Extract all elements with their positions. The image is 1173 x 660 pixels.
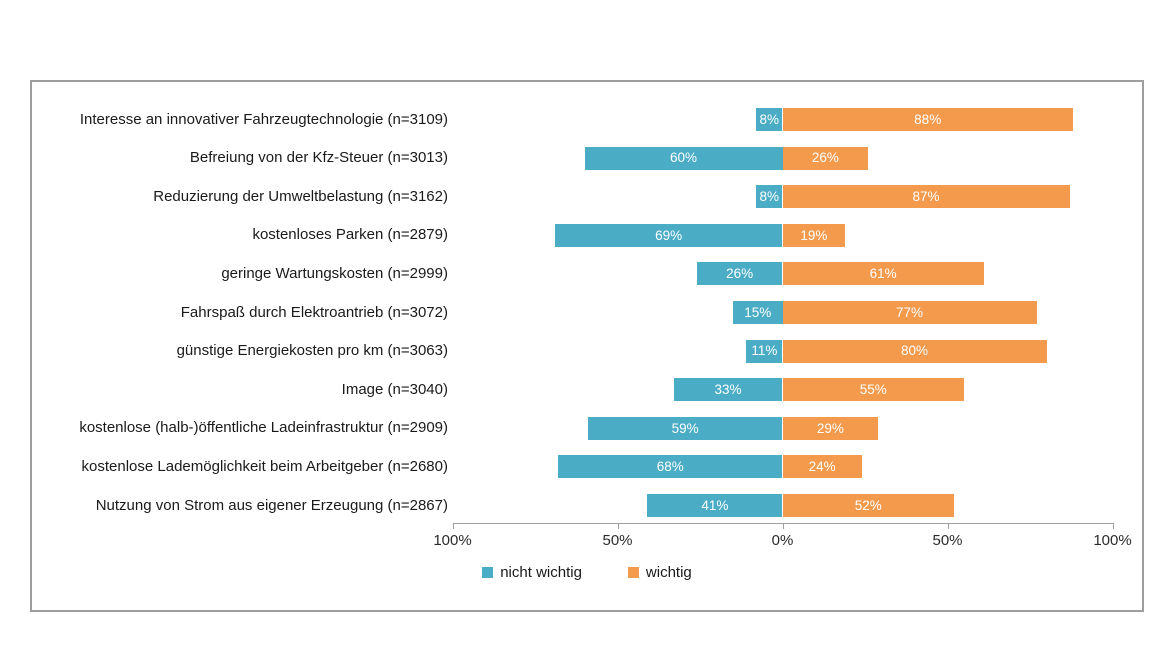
category-label: Interesse an innovativer Fahrzeugtechnol… (79, 110, 448, 128)
bar-value-label: 80% (900, 343, 929, 359)
bar-segment-wichtig: 24% (782, 455, 862, 479)
bar-segment-wichtig: 61% (782, 262, 984, 286)
bar-value-label: 29% (816, 420, 844, 436)
bar-segment-wichtig: 80% (782, 339, 1047, 363)
category-label: günstige Energiekosten pro km (n=3063) (176, 342, 448, 360)
x-axis-tick (947, 523, 949, 529)
legend-swatch-icon (482, 567, 494, 578)
bar-segment-wichtig: 29% (782, 416, 879, 440)
bar-value-label: 68% (656, 459, 684, 475)
bar-value-label: 41% (701, 497, 729, 513)
x-axis-tick-label: 100% (433, 532, 472, 549)
bar-value-label: 60% (669, 150, 698, 166)
category-label: kostenlose (halb-)öffentliche Ladeinfras… (79, 419, 448, 437)
bar-segment-wichtig: 88% (782, 108, 1073, 131)
bar-segment-wichtig: 26% (782, 146, 869, 170)
category-label: Fahrspaß durch Elektroantrieb (n=3072) (180, 303, 448, 321)
legend-label: nicht wichtig (500, 564, 582, 581)
bar-value-label: 8% (759, 188, 780, 204)
bar-value-label: 87% (912, 188, 940, 204)
bar-segment-nicht-wichtig: 8% (756, 185, 783, 209)
bar-value-label: 24% (808, 459, 836, 475)
legend-label: wichtig (645, 564, 692, 581)
legend-item-wichtig: wichtig (627, 564, 692, 581)
bar-segment-nicht-wichtig: 33% (673, 378, 783, 402)
bar-value-label: 52% (854, 497, 882, 513)
category-label: Image (n=3040) (341, 380, 448, 398)
bar-value-label: 11% (751, 343, 778, 359)
bar-value-label: 26% (726, 266, 754, 282)
bar-value-label: 61% (869, 266, 897, 282)
category-label: kostenloses Parken (n=2879) (252, 226, 448, 244)
x-axis-tick (452, 523, 454, 529)
bar-segment-nicht-wichtig: 68% (558, 455, 783, 479)
bar-segment-nicht-wichtig: 15% (733, 301, 783, 324)
x-axis-tick-label: 50% (602, 532, 633, 549)
category-label: geringe Wartungskosten (n=2999) (221, 264, 448, 282)
bar-value-label: 55% (859, 381, 887, 397)
bar-value-label: 88% (914, 111, 942, 127)
bar-segment-nicht-wichtig: 60% (584, 146, 783, 170)
bar-value-label: 59% (671, 420, 699, 436)
legend-item-nicht-wichtig: nicht wichtig (482, 564, 582, 581)
x-axis-tick (617, 523, 619, 529)
legend-swatch-icon (627, 567, 639, 578)
bar-segment-nicht-wichtig: 11% (746, 339, 783, 363)
legend: nicht wichtig wichtig (32, 564, 1142, 581)
bar-segment-nicht-wichtig: 8% (756, 108, 783, 131)
category-label: kostenlose Lademöglichkeit beim Arbeitge… (81, 457, 448, 475)
chart-frame: Interesse an innovativer Fahrzeugtechnol… (30, 80, 1144, 612)
bar-segment-wichtig: 55% (782, 378, 964, 402)
bar-value-label: 33% (714, 381, 742, 397)
category-label: Reduzierung der Umweltbelastung (n=3162) (153, 187, 448, 205)
bar-segment-wichtig: 52% (782, 494, 955, 517)
x-axis-tick (782, 523, 784, 529)
category-label: Nutzung von Strom aus eigener Erzeugung … (95, 496, 448, 514)
bar-value-label: 19% (800, 227, 828, 243)
x-axis-tick-label: 100% (1093, 532, 1132, 549)
bar-value-label: 77% (896, 304, 924, 320)
bar-value-label: 8% (759, 111, 780, 127)
bar-value-label: 69% (655, 227, 683, 243)
bar-segment-wichtig: 19% (782, 223, 846, 247)
bar-segment-nicht-wichtig: 26% (696, 262, 783, 286)
x-axis-tick-label: 0% (771, 532, 794, 549)
category-label: Befreiung von der Kfz-Steuer (n=3013) (189, 149, 448, 167)
x-axis-tick (1112, 523, 1114, 529)
x-axis-tick-label: 50% (932, 532, 963, 549)
bar-segment-wichtig: 77% (782, 301, 1037, 324)
bar-value-label: 15% (744, 304, 772, 320)
bar-segment-nicht-wichtig: 41% (647, 494, 783, 517)
bar-segment-wichtig: 87% (782, 185, 1070, 209)
bar-segment-nicht-wichtig: 59% (587, 416, 783, 440)
bar-value-label: 26% (811, 150, 839, 166)
bar-segment-nicht-wichtig: 69% (554, 223, 783, 247)
